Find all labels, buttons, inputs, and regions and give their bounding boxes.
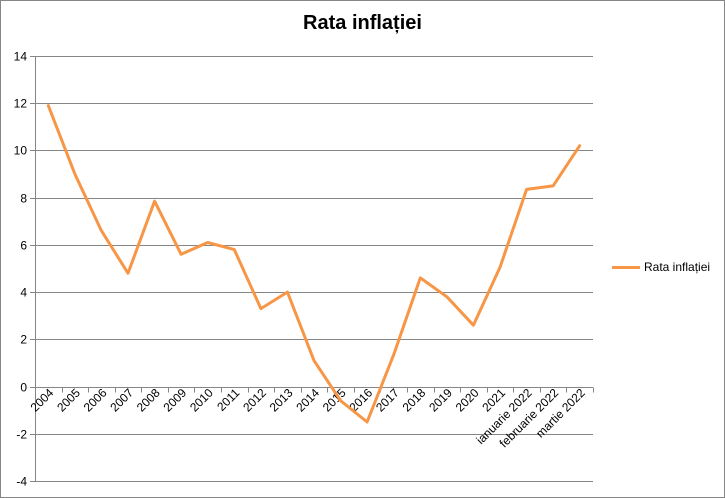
axes — [30, 56, 594, 482]
x-tick-label: 2012 — [240, 385, 269, 414]
x-tick-label: 2004 — [28, 385, 57, 414]
x-tick-label: 2014 — [293, 385, 322, 414]
legend-label: Rata inflației — [644, 260, 711, 274]
y-tick-label: 4 — [20, 286, 27, 300]
legend: Rata inflației — [612, 260, 710, 274]
legend-swatch — [612, 265, 640, 269]
series-lines — [46, 104, 582, 424]
x-tick-label: 2009 — [160, 385, 189, 414]
y-tick-label: 2 — [20, 333, 27, 347]
x-tick-label: 2006 — [81, 385, 110, 414]
x-tick-label: 2020 — [453, 385, 482, 414]
x-tick-labels: 2004200520062007200820092010201120122013… — [28, 385, 588, 450]
x-tick-label: 2010 — [187, 385, 216, 414]
x-tick-label: 2005 — [54, 385, 83, 414]
x-tick-label: 2013 — [267, 385, 296, 414]
x-tick-label: 2018 — [400, 385, 429, 414]
y-tick-label: 14 — [14, 50, 28, 64]
y-tick-label: 10 — [14, 144, 28, 158]
x-tick-label: 2019 — [426, 385, 455, 414]
x-tick-label: 2011 — [214, 385, 242, 413]
chart-title: Rata inflației — [303, 12, 422, 34]
x-tick-label: 2007 — [107, 385, 136, 414]
y-tick-label: -2 — [16, 428, 27, 442]
y-tick-label: 8 — [20, 192, 27, 206]
y-tick-label: 12 — [14, 97, 28, 111]
y-tick-label: 6 — [20, 239, 27, 253]
y-tick-label: 0 — [20, 381, 27, 395]
x-tick-label: 2008 — [134, 385, 163, 414]
series-line — [46, 104, 582, 424]
y-tick-label: -4 — [16, 475, 27, 489]
y-tick-labels: -4 -2 0 2 4 6 8 10 12 14 — [14, 50, 28, 489]
